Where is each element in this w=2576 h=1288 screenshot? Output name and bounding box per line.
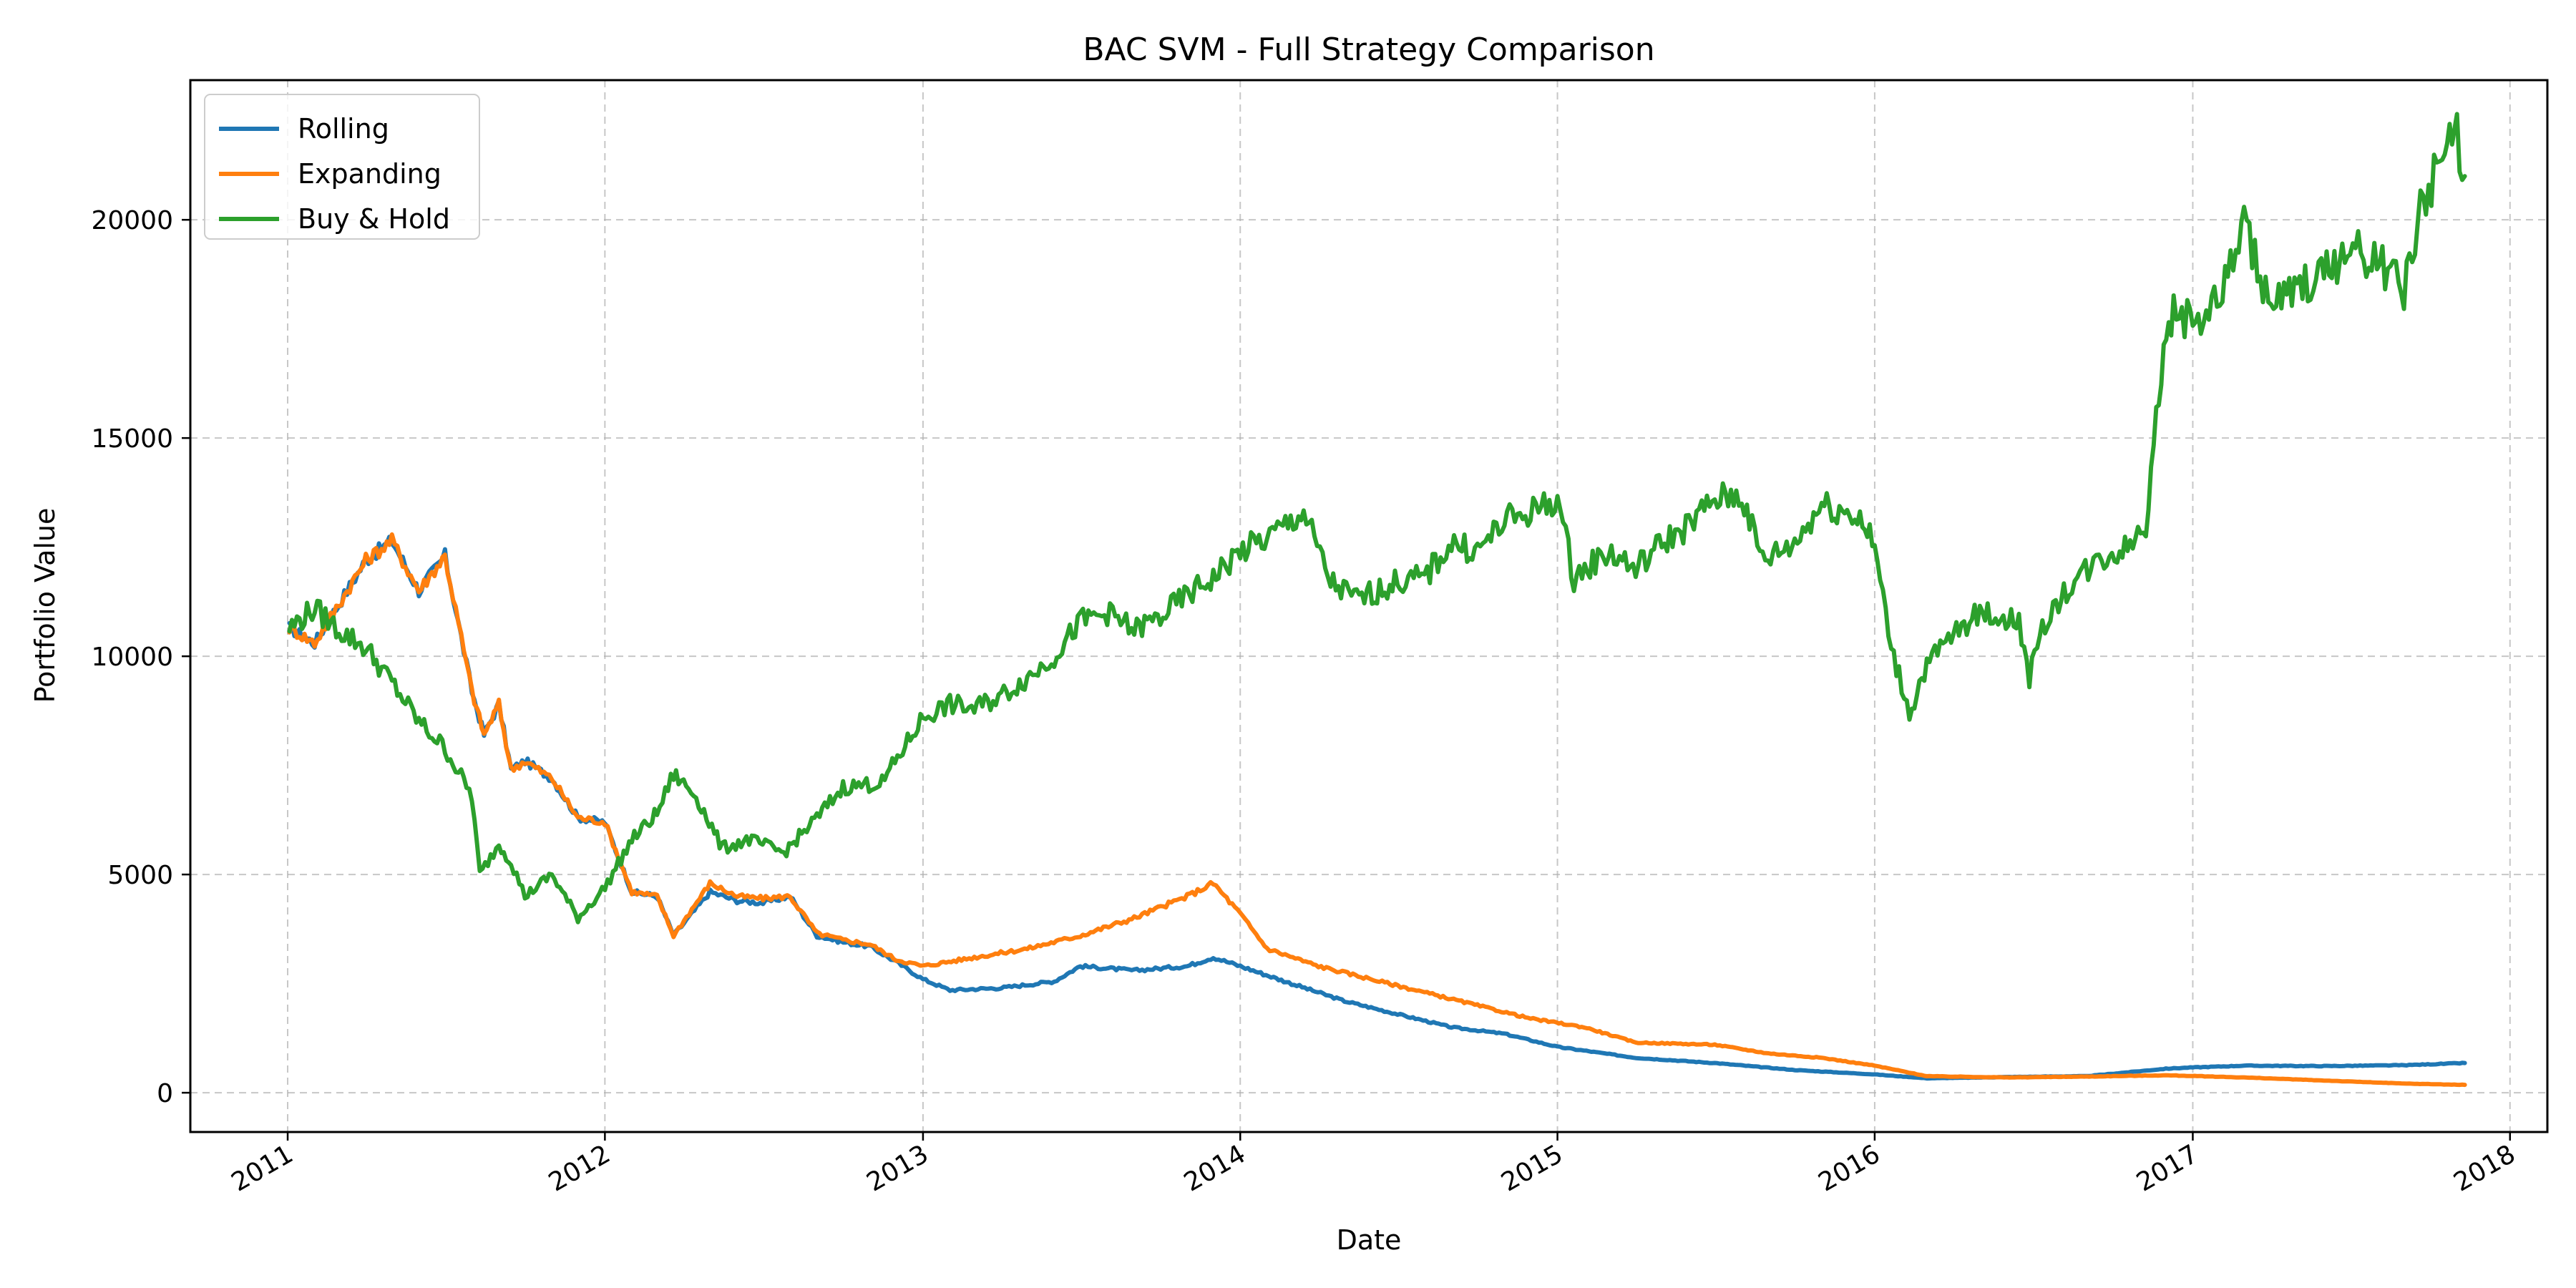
legend: Rolling Expanding Buy & Hold bbox=[204, 94, 480, 240]
plot-frame bbox=[189, 79, 2549, 1133]
x-axis-label: Date bbox=[1337, 1224, 1402, 1256]
legend-label: Rolling bbox=[298, 113, 389, 145]
y-tick-label: 20000 bbox=[91, 206, 173, 235]
y-axis-label: Portfolio Value bbox=[29, 508, 61, 703]
series-lines bbox=[287, 112, 2467, 1088]
y-tick-label: 5000 bbox=[107, 861, 173, 890]
y-axis: 0 5000 10000 15000 20000 bbox=[91, 206, 190, 1108]
series-line-buy-hold bbox=[287, 112, 2467, 924]
y-tick-label: 0 bbox=[157, 1079, 173, 1108]
legend-label: Expanding bbox=[298, 158, 441, 190]
chart-title: BAC SVM - Full Strategy Comparison bbox=[1083, 31, 1654, 68]
y-tick-label: 15000 bbox=[91, 424, 173, 454]
y-tick-label: 10000 bbox=[91, 643, 173, 672]
legend-label: Buy & Hold bbox=[298, 203, 450, 235]
series-line-expanding bbox=[287, 532, 2467, 1088]
